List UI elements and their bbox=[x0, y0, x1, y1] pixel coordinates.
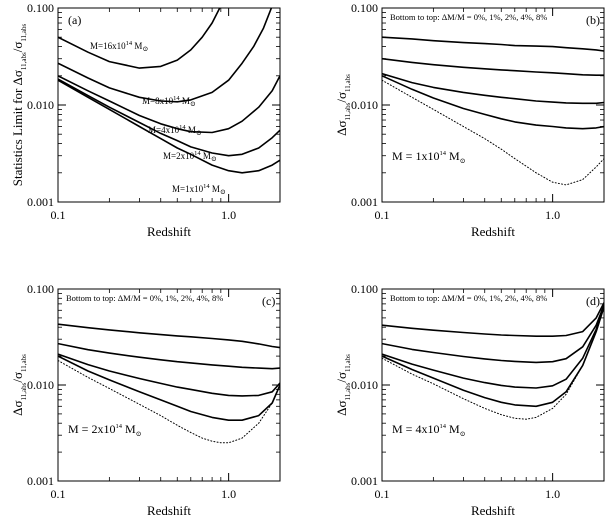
series-line-8 bbox=[58, 323, 280, 349]
y-tick-label: 0.001 bbox=[27, 474, 54, 488]
x-tick-label: 1.0 bbox=[221, 487, 236, 501]
panel-a: 0.001 0.010 0.100 0.1 1.0 Redshift Statistics … bbox=[10, 1, 281, 239]
x-tick-label: 0.1 bbox=[51, 487, 66, 501]
series-line-M-4x10-14-M bbox=[58, 75, 280, 134]
y-tick-label: 0.100 bbox=[351, 1, 378, 15]
series-line-4 bbox=[382, 304, 604, 364]
series-line-8 bbox=[382, 301, 604, 337]
y-tick-label: 0.001 bbox=[27, 195, 54, 209]
y-axis-title: Statistics Limit for Δσ11,abs/σ11,abs bbox=[10, 24, 28, 187]
y-tick-label: 0.001 bbox=[351, 474, 378, 488]
curve-label: M=16x1014 M⊙ bbox=[90, 40, 148, 53]
y-axis-title: Δσ11,abs/σ11,abs bbox=[10, 354, 28, 416]
series-order-note: Bottom to top: ΔM/M = 0%, 1%, 2%, 4%, 8% bbox=[66, 293, 223, 303]
series-line-8 bbox=[382, 36, 604, 52]
x-axis-title: Redshift bbox=[147, 503, 191, 518]
y-tick-label: 0.100 bbox=[27, 282, 54, 296]
x-tick-label: 1.0 bbox=[545, 208, 560, 222]
x-axis-title: Redshift bbox=[147, 224, 191, 239]
series-order-note: Bottom to top: ΔM/M = 0%, 1%, 2%, 4%, 8% bbox=[390, 12, 547, 22]
y-tick-label: 0.010 bbox=[351, 98, 378, 112]
series-line-1 bbox=[382, 306, 604, 408]
panel-tag: (b) bbox=[586, 13, 600, 27]
y-tick-label: 0.001 bbox=[351, 195, 378, 209]
mass-label: M = 1x1014 M⊙ bbox=[392, 149, 466, 165]
series-line-M-8x10-14-M bbox=[58, 8, 273, 103]
x-tick-label: 0.1 bbox=[375, 208, 390, 222]
panel-d: 0.001 0.010 0.100 0.1 1.0 Redshift Δσ11,abs/σ1… bbox=[334, 282, 605, 518]
y-axis-title: Δσ11,abs/σ11,abs bbox=[334, 354, 352, 416]
plot-frame bbox=[381, 7, 605, 203]
panel-c: 0.001 0.010 0.100 0.1 1.0 Redshift Δσ11,abs/σ1… bbox=[10, 282, 281, 518]
series-line-M-1x10-14-M bbox=[58, 79, 280, 174]
series-line-1 bbox=[382, 75, 604, 130]
series-line-M-16x10-14-M bbox=[58, 8, 221, 69]
series-line-0 bbox=[382, 79, 604, 186]
y-axis-title: Δσ11,abs/σ11,abs bbox=[334, 74, 352, 136]
curve-label: M=2x1014 M⊙ bbox=[163, 150, 217, 163]
x-axis-title: Redshift bbox=[471, 224, 515, 239]
panel-tag: (c) bbox=[262, 294, 275, 308]
series-order-note: Bottom to top: ΔM/M = 0%, 1%, 2%, 4%, 8% bbox=[390, 293, 547, 303]
series-line-2 bbox=[58, 353, 280, 397]
series-line-M-2x10-14-M bbox=[58, 78, 280, 157]
y-tick-label: 0.100 bbox=[351, 282, 378, 296]
series-line-2 bbox=[382, 72, 604, 105]
y-tick-label: 0.010 bbox=[27, 378, 54, 392]
x-tick-label: 1.0 bbox=[545, 487, 560, 501]
series-line-0 bbox=[382, 306, 604, 420]
y-tick-label: 0.010 bbox=[27, 98, 54, 112]
x-tick-label: 1.0 bbox=[221, 208, 236, 222]
x-axis-title: Redshift bbox=[471, 503, 515, 518]
panel-b: 0.001 0.010 0.100 0.1 1.0 Redshift Δσ11,abs/σ1… bbox=[334, 1, 605, 239]
curve-label: M=1x1014 M⊙ bbox=[172, 183, 226, 196]
series-line-4 bbox=[58, 342, 280, 370]
x-tick-label: 0.1 bbox=[375, 487, 390, 501]
mass-label: M = 2x1014 M⊙ bbox=[68, 422, 142, 438]
curve-label: M=8x1014 M⊙ bbox=[142, 95, 196, 108]
mass-label: M = 4x1014 M⊙ bbox=[392, 422, 466, 438]
series-line-0 bbox=[58, 360, 280, 444]
panel-tag: (a) bbox=[68, 13, 81, 27]
series-line-4 bbox=[382, 57, 604, 76]
curve-label: M=4x1014 M⊙ bbox=[148, 124, 202, 137]
y-tick-label: 0.010 bbox=[351, 378, 378, 392]
series-line-2 bbox=[382, 305, 604, 389]
series-line-1 bbox=[58, 355, 280, 421]
x-tick-label: 0.1 bbox=[51, 208, 66, 222]
y-tick-label: 0.100 bbox=[27, 1, 54, 15]
panel-tag: (d) bbox=[586, 294, 600, 308]
